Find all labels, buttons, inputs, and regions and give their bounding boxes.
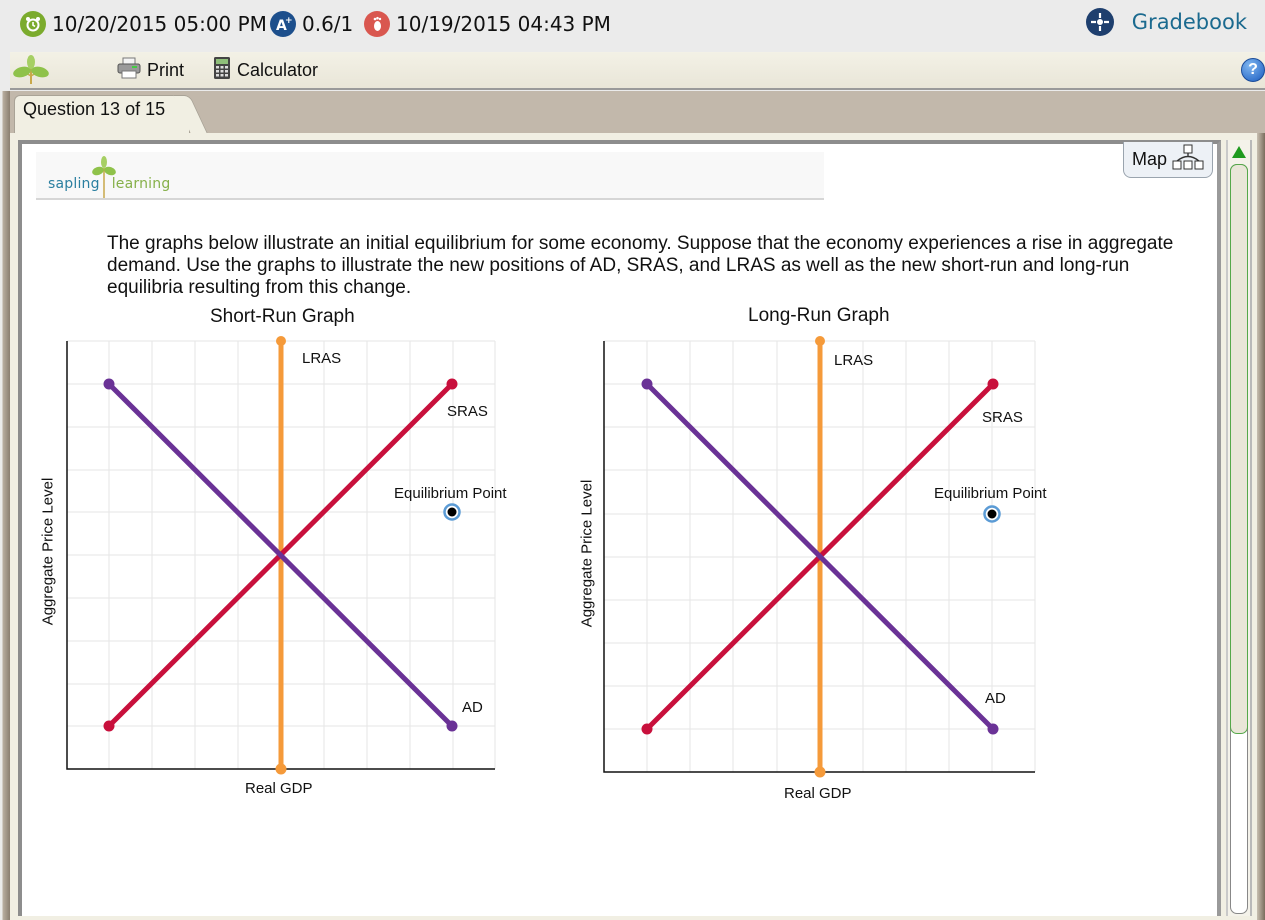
gradebook-link[interactable]: Gradebook (1085, 8, 1247, 36)
question-content-area (18, 140, 1221, 916)
tab-question[interactable]: Question 13 of 15 (14, 95, 190, 133)
short-run-y-axis-label: Aggregate Price Level (39, 477, 57, 626)
grade-a-plus-icon: A + (270, 11, 296, 37)
logo-learning-text: learning (111, 176, 171, 192)
due-date: 10/20/2015 05:00 PM (20, 10, 267, 38)
question-text: The graphs below illustrate an initial e… (107, 233, 1174, 298)
equilibrium-point-label: Equilibrium Point (934, 485, 1047, 502)
svg-text:+: + (285, 16, 292, 26)
calculator-button[interactable]: Calculator (213, 56, 319, 85)
last-attempt: 10/19/2015 04:43 PM (364, 10, 611, 38)
frame-left-edge (0, 91, 10, 920)
short-run-graph[interactable]: LRAS SRAS AD Equilibrium Point (60, 330, 540, 780)
tab-strip: Question 13 of 15 (10, 91, 1265, 133)
scroll-thumb[interactable] (1230, 164, 1248, 734)
toolbar: Print Calculator ? (10, 52, 1265, 90)
calculator-icon (213, 56, 231, 85)
ad-label: AD (462, 699, 483, 716)
sapling-learning-banner: sapling learning (36, 152, 824, 200)
print-button[interactable]: Print (117, 57, 184, 83)
alarm-clock-icon (20, 11, 46, 37)
short-run-x-axis-label: Real GDP (245, 780, 313, 797)
tab-question-label: Question 13 of 15 (23, 99, 166, 119)
equilibrium-point-label: Equilibrium Point (394, 485, 507, 502)
map-button[interactable]: Map (1123, 142, 1213, 178)
scroll-up-arrow-icon[interactable] (1232, 146, 1246, 158)
printer-icon (117, 57, 141, 84)
sras-label: SRAS (447, 403, 488, 420)
help-icon: ? (1248, 61, 1258, 78)
help-button[interactable]: ? (1241, 58, 1265, 82)
lras-label: LRAS (834, 352, 873, 369)
sapling-leaf-icon (12, 54, 50, 91)
long-run-y-axis-label: Aggregate Price Level (578, 479, 596, 628)
map-label: Map (1132, 149, 1168, 169)
sapling-learning-logo: sapling learning (48, 176, 170, 192)
axes (603, 341, 1035, 773)
long-run-graph-title: Long-Run Graph (748, 305, 890, 326)
due-date-text: 10/20/2015 05:00 PM (52, 12, 267, 36)
score: A + 0.6/1 (270, 10, 353, 38)
short-run-graph-title: Short-Run Graph (210, 306, 355, 327)
lras-label: LRAS (302, 350, 341, 367)
calculator-label: Calculator (237, 59, 319, 80)
sras-label: SRAS (982, 409, 1023, 426)
vertical-scrollbar[interactable] (1226, 140, 1252, 916)
sitemap-icon (1171, 144, 1205, 175)
equilibrium-point-tool[interactable] (443, 503, 461, 521)
gradebook-icon (1085, 8, 1114, 36)
equilibrium-point-tool[interactable] (983, 505, 1001, 523)
score-text: 0.6/1 (302, 12, 354, 36)
sapling-logo-icon (91, 154, 117, 205)
status-bar: 10/20/2015 05:00 PM A + 0.6/1 10/19/2015 … (0, 0, 1265, 50)
ad-curve[interactable] (103, 378, 458, 732)
ad-curve[interactable] (641, 378, 999, 735)
gradebook-label: Gradebook (1131, 10, 1247, 34)
ad-label: AD (985, 690, 1006, 707)
print-label: Print (147, 59, 185, 80)
long-run-x-axis-label: Real GDP (784, 785, 852, 802)
svg-text:A: A (276, 18, 287, 33)
long-run-graph[interactable]: LRAS SRAS AD Equilibrium Point (600, 330, 1080, 780)
last-attempt-text: 10/19/2015 04:43 PM (396, 12, 611, 36)
logo-sapling-text: sapling (48, 176, 100, 192)
footprint-icon (364, 11, 390, 37)
frame-right-edge (1257, 133, 1265, 920)
axes (66, 341, 495, 770)
